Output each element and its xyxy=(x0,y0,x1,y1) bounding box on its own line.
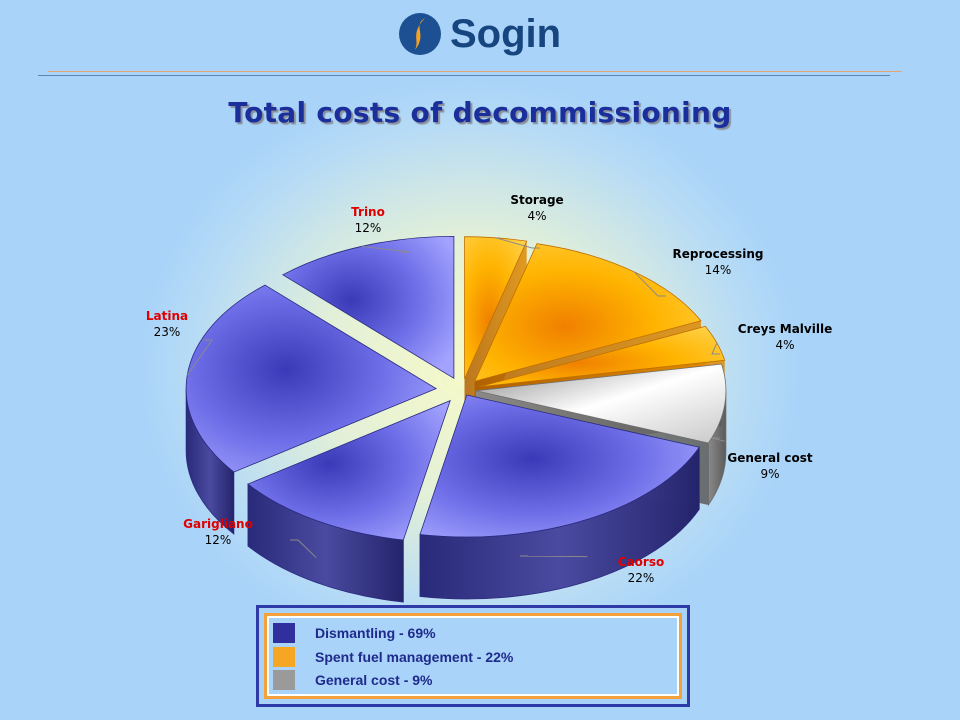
leader-line-latina xyxy=(186,339,213,376)
legend-swatch-spent-fuel xyxy=(273,647,295,667)
slice-label-reprocessing: Reprocessing xyxy=(673,247,764,261)
slice-label-latina: Latina xyxy=(146,309,188,323)
pie-slice-latina xyxy=(185,284,437,535)
pie-slice-top-general-cost xyxy=(475,363,727,444)
slice-label-general-cost: General cost xyxy=(727,451,812,465)
pie-slice-top-reprocessing xyxy=(474,243,702,382)
legend-inner-frame xyxy=(264,613,682,699)
chart-legend: Dismantling - 69% Spent fuel management … xyxy=(256,605,690,707)
legend-label-spent-fuel: Spent fuel management - 22% xyxy=(315,649,514,665)
slice-value-storage: 4% xyxy=(527,209,546,223)
chart-title: Total costs of decommissioning xyxy=(228,96,732,129)
header-divider-bottom xyxy=(38,75,890,76)
slice-label-garigliano: Garigliano xyxy=(183,517,253,531)
slice-value-latina: 23% xyxy=(154,325,181,339)
slice-label-creys-malville: Creys Malville xyxy=(738,322,832,336)
pie-slice-top-caorso xyxy=(419,394,700,538)
leader-line-general-cost xyxy=(711,437,725,442)
slice-value-general-cost: 9% xyxy=(760,467,779,481)
slice-label-caorso: Caorso xyxy=(618,555,664,569)
slice-value-creys-malville: 4% xyxy=(775,338,794,352)
leader-line-reprocessing xyxy=(633,271,666,297)
legend-label-dismantling: Dismantling - 69% xyxy=(315,625,436,641)
header-divider-top xyxy=(48,71,902,72)
leader-line-trino xyxy=(361,245,411,253)
slice-label-storage: Storage xyxy=(510,193,563,207)
sogin-flame-logo-icon xyxy=(399,13,441,55)
pie-slice-caorso xyxy=(419,394,700,600)
pie-slice-top-garigliano xyxy=(247,399,451,541)
leader-line-storage xyxy=(495,237,540,249)
leader-line-caorso xyxy=(519,555,588,558)
sogin-logo: Sogin xyxy=(398,10,568,58)
leader-line-garigliano xyxy=(290,539,317,559)
legend-swatch-general-cost xyxy=(273,670,295,690)
logo-wordmark: Sogin xyxy=(450,12,562,56)
slice-label-trino: Trino xyxy=(351,205,385,219)
pie-slice-top-latina xyxy=(185,284,437,473)
legend-label-general-cost: General cost - 9% xyxy=(315,672,433,688)
legend-swatch-dismantling xyxy=(273,623,295,643)
slice-value-trino: 12% xyxy=(355,221,382,235)
slice-value-caorso: 22% xyxy=(628,571,655,585)
pie-slice-garigliano xyxy=(247,399,451,603)
slice-value-reprocessing: 14% xyxy=(705,263,732,277)
leader-line-creys-malville xyxy=(711,342,720,355)
slice-value-garigliano: 12% xyxy=(205,533,232,547)
